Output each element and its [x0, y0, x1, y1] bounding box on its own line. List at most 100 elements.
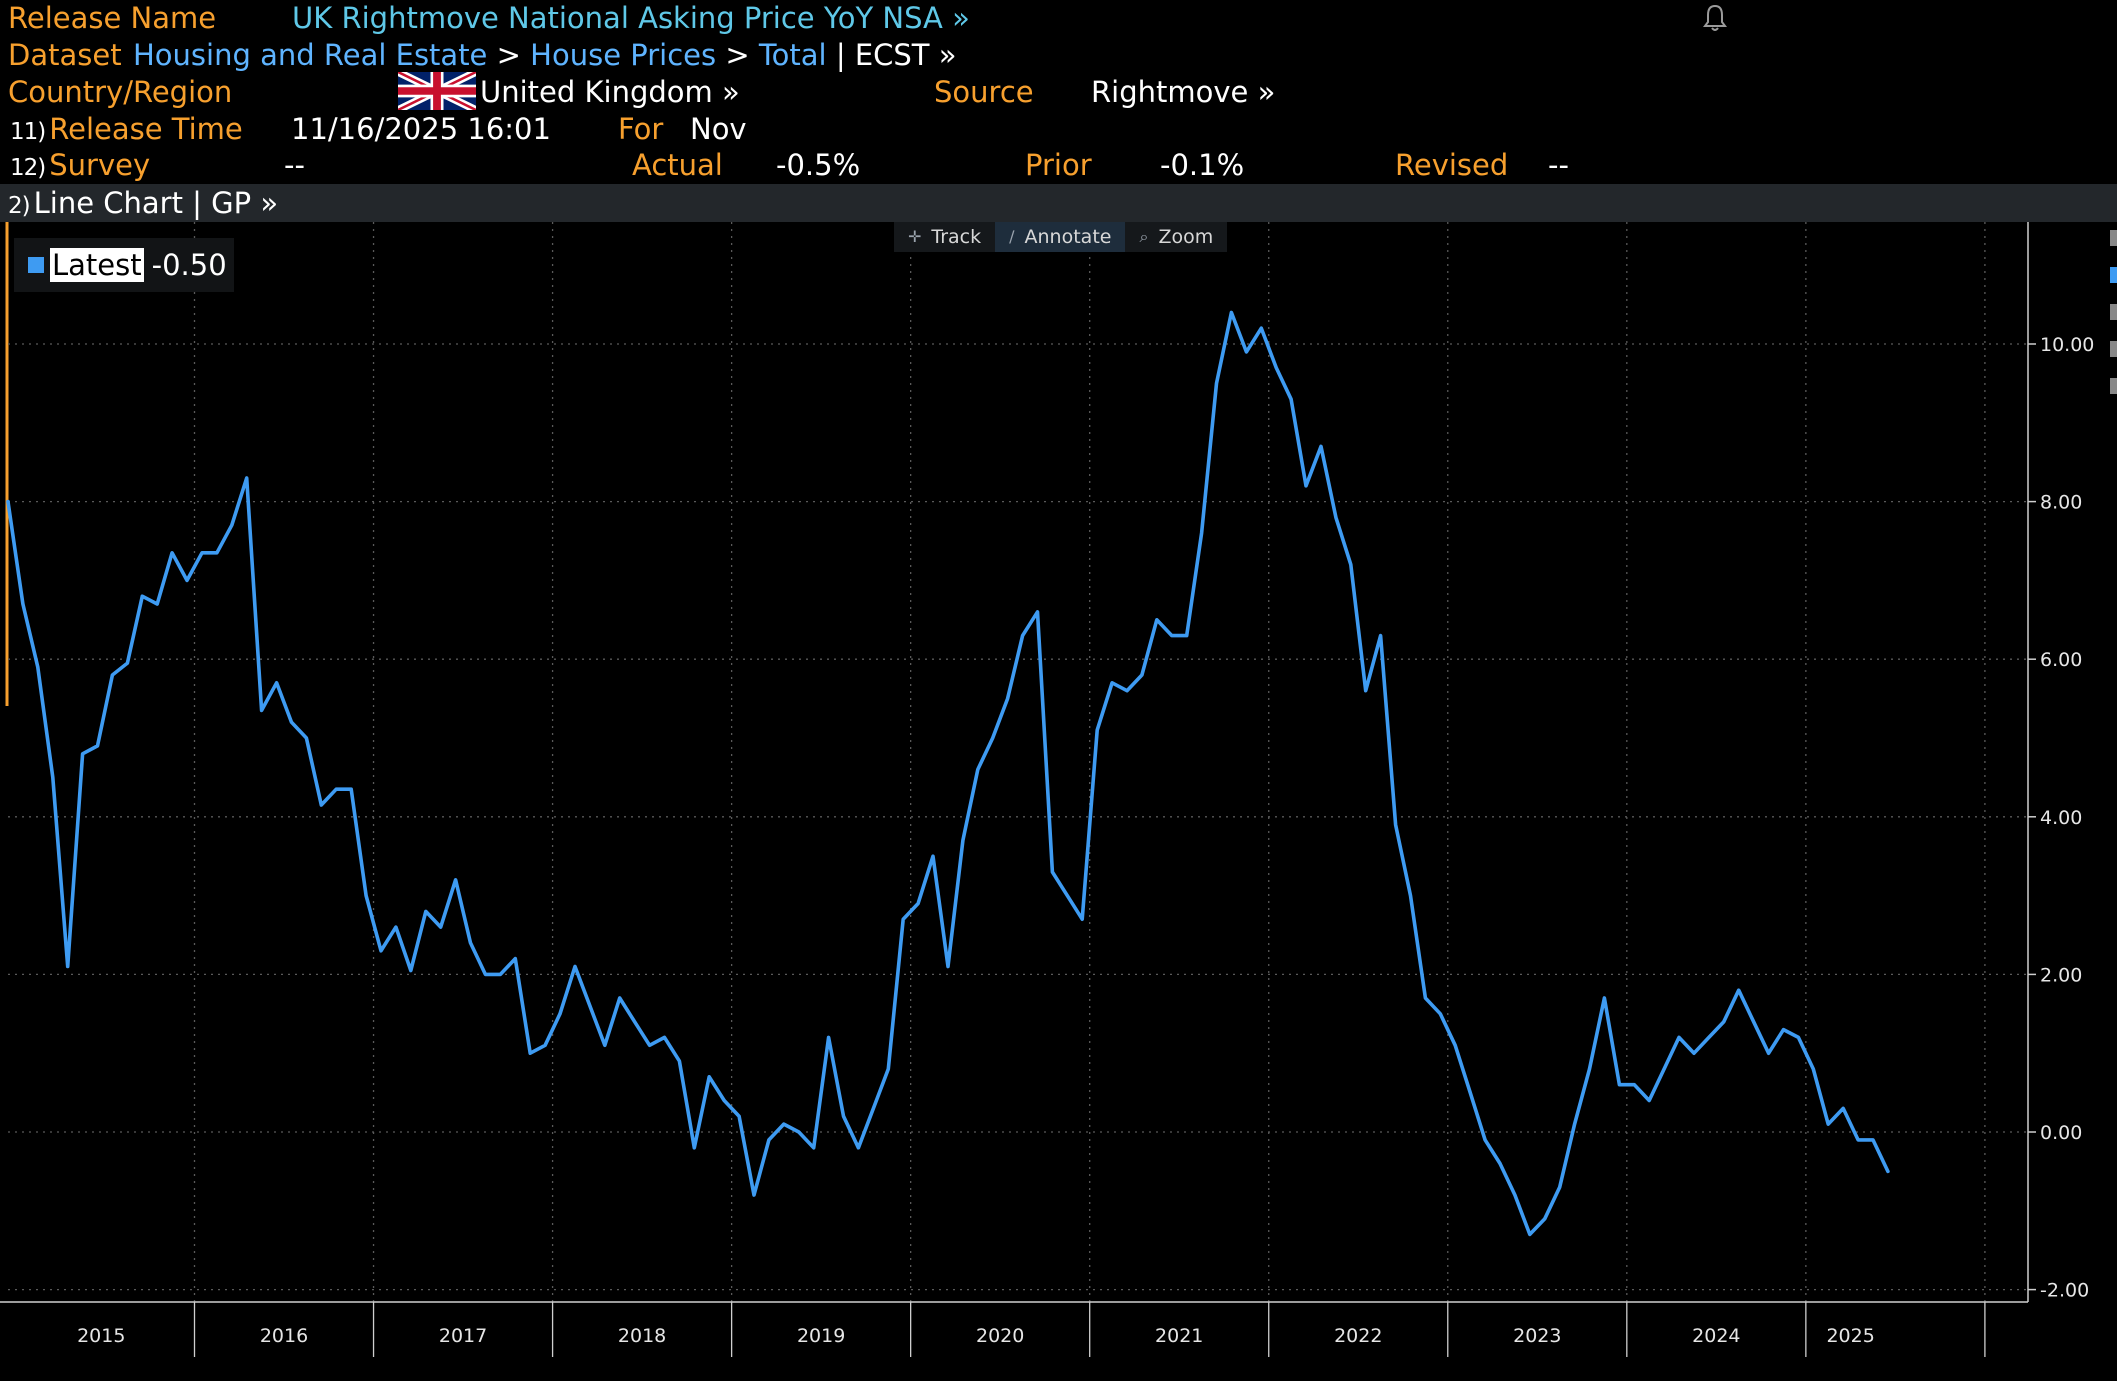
x-tick-label: 2019	[797, 1325, 845, 1347]
data-point	[1782, 1028, 1785, 1031]
chart-toolbar: ✛ Track ∕ Annotate ⌕ Zoom	[894, 222, 1228, 252]
data-point	[887, 1068, 890, 1070]
data-point	[1588, 1068, 1591, 1070]
data-point	[962, 839, 964, 842]
dataset-breadcrumb: Housing and Real Estate > House Prices >…	[133, 37, 956, 73]
data-point	[141, 595, 144, 597]
y-tick-label: 2.00	[2040, 964, 2082, 986]
series-line-latest[interactable]	[6, 310, 1890, 1237]
release-header: Release Name UK Rightmove National Askin…	[0, 0, 2117, 184]
data-point	[1379, 634, 1382, 637]
survey-row[interactable]: 12) Survey	[10, 147, 150, 183]
chart-title-bar[interactable]: 2) Line Chart | GP »	[0, 184, 2117, 222]
data-point	[559, 1013, 561, 1015]
x-tick-label: 2024	[1692, 1325, 1740, 1347]
annotate-button[interactable]: ∕ Annotate	[995, 222, 1126, 252]
data-point	[872, 1107, 875, 1110]
track-button[interactable]: ✛ Track	[894, 222, 996, 252]
axes	[0, 222, 2029, 1303]
data-point	[66, 965, 69, 968]
release-name-link[interactable]: UK Rightmove National Asking Price YoY N…	[292, 0, 970, 36]
chart-legend[interactable]: Latest -0.50	[14, 238, 234, 292]
data-point	[22, 603, 24, 605]
breadcrumb-house-prices[interactable]: House Prices	[530, 38, 717, 72]
side-marker[interactable]	[2110, 267, 2117, 283]
data-point	[1767, 1052, 1770, 1054]
chart-bar-label[interactable]: Line Chart | GP »	[33, 186, 279, 220]
data-point	[1454, 1044, 1457, 1047]
data-point	[663, 1036, 666, 1039]
legend-series-name[interactable]: Latest	[50, 248, 144, 282]
breadcrumb-total[interactable]: Total	[758, 38, 827, 72]
x-tick-label: 2021	[1155, 1325, 1203, 1347]
country-value[interactable]: United Kingdom »	[480, 75, 740, 109]
pencil-icon: ∕	[1009, 227, 1015, 246]
data-point	[395, 926, 397, 928]
data-point	[245, 477, 248, 479]
chart-title-bar-text[interactable]: 2) Line Chart | GP »	[8, 184, 278, 225]
side-marker[interactable]	[2110, 230, 2117, 246]
y-tick-label: 4.00	[2040, 807, 2082, 829]
actual-value: -0.5%	[776, 148, 861, 182]
side-marker[interactable]	[2110, 341, 2117, 357]
magnifier-icon: ⌕	[1139, 227, 1149, 246]
data-point	[1320, 445, 1322, 448]
breadcrumb-housing[interactable]: Housing and Real Estate	[133, 38, 488, 72]
data-point	[1827, 1123, 1830, 1125]
data-point	[1350, 563, 1352, 566]
data-point	[589, 1005, 591, 1007]
data-point	[1424, 997, 1427, 999]
data-point	[290, 721, 293, 724]
data-point	[1156, 619, 1158, 621]
release-time-row[interactable]: 11) Release Time	[10, 111, 243, 147]
zoom-button[interactable]: ⌕ Zoom	[1125, 222, 1228, 252]
data-point	[842, 1115, 845, 1118]
data-point	[1499, 1162, 1501, 1165]
side-scroll-markers[interactable]	[2110, 230, 2117, 415]
data-point	[1603, 997, 1606, 999]
data-point	[216, 552, 218, 554]
release-name-value[interactable]: UK Rightmove National Asking Price YoY N…	[292, 1, 970, 35]
x-tick-label: 2025	[1826, 1325, 1874, 1347]
data-point	[1842, 1107, 1844, 1110]
data-point	[768, 1139, 770, 1141]
breadcrumb-pipe: |	[835, 38, 846, 72]
data-point	[81, 752, 84, 755]
chart-area[interactable]: -2.00 0.00 2.00 4.00 6.00 8.00 10.00 2015 2016 2…	[0, 222, 2117, 1377]
survey-label: Survey	[49, 148, 151, 182]
release-time-value-row: 11/16/2025 16:01	[291, 111, 551, 147]
data-point	[738, 1115, 740, 1118]
dataset-ticker[interactable]: ECST »	[854, 38, 957, 72]
data-point	[827, 1036, 830, 1039]
data-point	[529, 1052, 531, 1054]
source-value[interactable]: Rightmove »	[1091, 75, 1276, 109]
data-point	[1723, 1020, 1725, 1023]
release-time-label: Release Time	[49, 112, 243, 146]
data-point	[1394, 823, 1397, 826]
country-link[interactable]: United Kingdom »	[398, 72, 740, 110]
revised-label: Revised	[1395, 148, 1509, 182]
data-point	[618, 997, 621, 999]
release-time-number: 11)	[10, 119, 46, 145]
legend-swatch	[28, 257, 44, 273]
data-point	[1409, 894, 1412, 897]
bell-icon[interactable]	[1700, 2, 1730, 34]
x-tick-label: 2018	[618, 1325, 666, 1347]
data-point	[1573, 1123, 1576, 1125]
data-point	[1111, 682, 1113, 684]
data-point	[320, 804, 323, 806]
y-tick-label: 10.00	[2040, 334, 2094, 356]
prior-label-row: Prior	[1025, 147, 1092, 183]
source-link[interactable]: Rightmove »	[1091, 74, 1275, 110]
data-point	[723, 1099, 725, 1102]
release-name-row: Release Name	[8, 0, 216, 36]
data-point	[797, 1131, 800, 1133]
data-point	[335, 788, 338, 791]
y-tick-label: -2.00	[2040, 1280, 2089, 1302]
release-name-label: Release Name	[8, 1, 217, 35]
data-point	[693, 1146, 696, 1149]
zoom-label: Zoom	[1158, 226, 1214, 248]
side-marker[interactable]	[2110, 304, 2117, 320]
side-marker[interactable]	[2110, 378, 2117, 394]
